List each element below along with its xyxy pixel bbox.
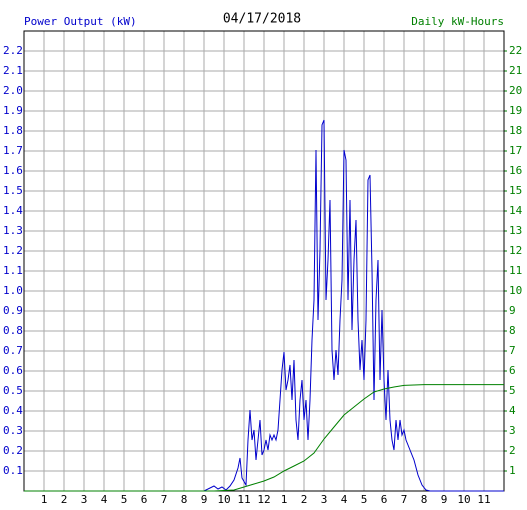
x-tick-label: 4 (101, 493, 108, 506)
x-tick-label: 6 (141, 493, 148, 506)
x-tick-label: 5 (121, 493, 128, 506)
y2-tick-label: 6 (509, 364, 516, 377)
x-tick-label: 9 (441, 493, 448, 506)
x-tick-label: 8 (421, 493, 428, 506)
x-tick-label: 12 (257, 493, 270, 506)
x-tick-label: 6 (381, 493, 388, 506)
plot-frame (23, 30, 505, 492)
y2-tick-label: 10 (509, 284, 522, 297)
series-line (24, 119, 504, 492)
x-tick-label: 7 (401, 493, 408, 506)
x-tick-label: 3 (321, 493, 328, 506)
x-tick-label: 5 (361, 493, 368, 506)
x-tick-label: 1 (41, 493, 48, 506)
x-tick-label: 2 (61, 493, 68, 506)
x-tick-label: 11 (477, 493, 490, 506)
y-tick-label: 1.5 (3, 184, 23, 197)
series-line (24, 384, 504, 492)
x-tick-label: 4 (341, 493, 348, 506)
y-tick-label: 0.5 (3, 384, 23, 397)
y2-tick-label: 15 (509, 184, 522, 197)
y2-tick-label: 11 (509, 264, 522, 277)
y-tick-label: 1.6 (3, 164, 23, 177)
y-tick-label: 0.7 (3, 344, 23, 357)
x-tick-label: 2 (301, 493, 308, 506)
y-tick-label: 2.0 (3, 84, 23, 97)
y-tick-label: 1.2 (3, 244, 23, 257)
y2-tick-label: 21 (509, 64, 522, 77)
y2-tick-label: 4 (509, 404, 516, 417)
y-tick-label: 1.7 (3, 144, 23, 157)
x-tick-label: 1 (281, 493, 288, 506)
y2-tick-label: 17 (509, 144, 522, 157)
y-tick-label: 1.0 (3, 284, 23, 297)
y2-tick-label: 5 (509, 384, 516, 397)
y2-tick-label: 22 (509, 44, 522, 57)
y-tick-label: 1.8 (3, 124, 23, 137)
y-tick-label: 2.2 (3, 44, 23, 57)
y2-tick-label: 14 (509, 204, 523, 217)
y-tick-label: 0.2 (3, 444, 23, 457)
y-tick-label: 1.9 (3, 104, 23, 117)
y2-tick-label: 7 (509, 344, 516, 357)
x-tick-label: 7 (161, 493, 168, 506)
y-tick-label: 0.6 (3, 364, 23, 377)
x-tick-label: 10 (217, 493, 230, 506)
y2-tick-label: 9 (509, 304, 516, 317)
y2-axis-title: Daily kW-Hours (411, 15, 504, 28)
y2-tick-label: 13 (509, 224, 522, 237)
y2-tick-label: 20 (509, 84, 522, 97)
y2-tick-label: 16 (509, 164, 522, 177)
y2-tick-label: 2 (509, 444, 516, 457)
y2-tick-label: 8 (509, 324, 516, 337)
y2-tick-label: 1 (509, 464, 516, 477)
y-tick-label: 1.3 (3, 224, 23, 237)
y-tick-label: 1.1 (3, 264, 23, 277)
y-tick-label: 0.3 (3, 424, 23, 437)
y-tick-label: 0.9 (3, 304, 23, 317)
y2-tick-label: 19 (509, 104, 522, 117)
y-tick-label: 2.1 (3, 64, 23, 77)
x-tick-label: 8 (181, 493, 188, 506)
y-tick-label: 0.1 (3, 464, 23, 477)
y-tick-label: 0.8 (3, 324, 23, 337)
x-tick-label: 10 (457, 493, 470, 506)
y-tick-label: 0.4 (3, 404, 23, 417)
chart-title: 04/17/2018 (223, 12, 301, 27)
x-tick-label: 9 (201, 493, 208, 506)
y-tick-label: 1.4 (3, 204, 23, 217)
y-axis-title: Power Output (kW) (24, 15, 137, 28)
y2-tick-label: 18 (509, 124, 522, 137)
x-tick-label: 11 (237, 493, 250, 506)
x-tick-label: 3 (81, 493, 88, 506)
y2-tick-label: 12 (509, 244, 522, 257)
y2-tick-label: 3 (509, 424, 516, 437)
